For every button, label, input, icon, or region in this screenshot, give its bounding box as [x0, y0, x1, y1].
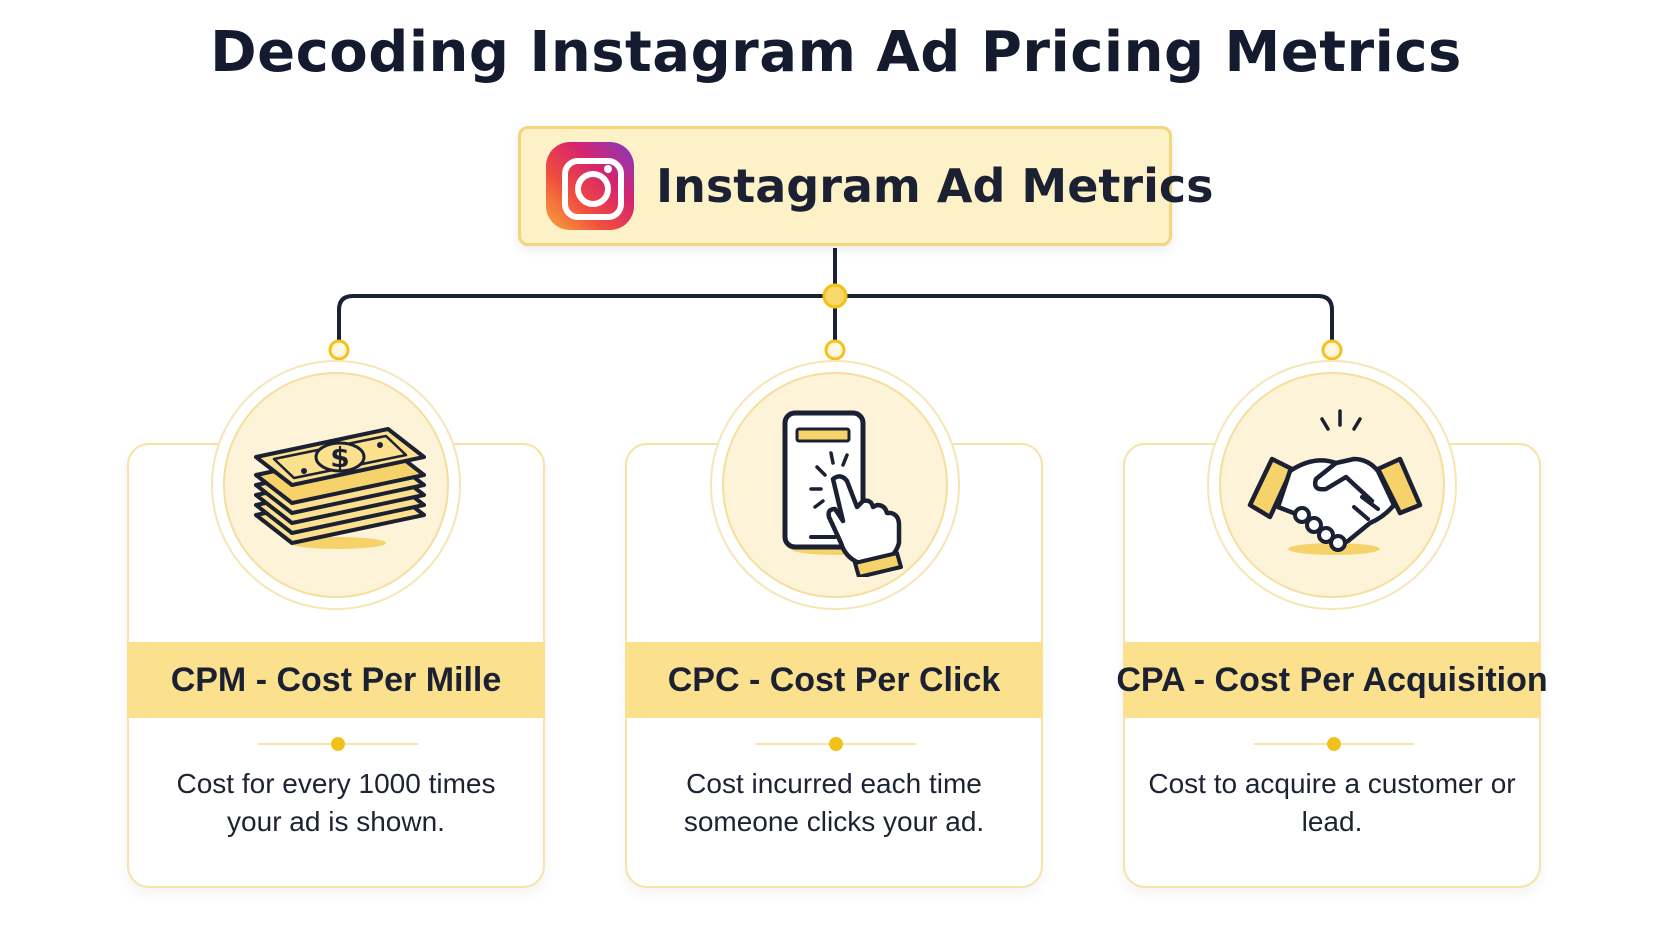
divider-dot: [1327, 737, 1341, 751]
medallion-cpm: $: [211, 360, 461, 610]
metric-title: CPM - Cost Per Mille: [127, 642, 545, 718]
instagram-icon: [546, 142, 634, 230]
phone-tap-icon: [782, 410, 903, 577]
hub-box: Instagram Ad Metrics: [518, 126, 1213, 246]
page-title: Decoding Instagram Ad Pricing Metrics: [210, 20, 1462, 85]
divider-dot: [331, 737, 345, 751]
handshake-icon: [1247, 409, 1423, 555]
divider-dot: [829, 737, 843, 751]
medallion-cpc: [710, 360, 960, 610]
hub-label: Instagram Ad Metrics: [656, 159, 1214, 213]
medallion-cpa: [1207, 360, 1457, 610]
metric-description: Cost for every 1000 times your ad is sho…: [176, 768, 496, 837]
metric-description: Cost to acquire a customer or lead.: [1148, 768, 1516, 837]
metric-description: Cost incurred each time someone clicks y…: [683, 768, 985, 837]
metric-title: CPC - Cost Per Click: [625, 642, 1043, 718]
money-stack-icon: $: [254, 427, 426, 549]
svg-text:$: $: [330, 441, 349, 474]
metric-title: CPA - Cost Per Acquisition: [1116, 642, 1548, 718]
